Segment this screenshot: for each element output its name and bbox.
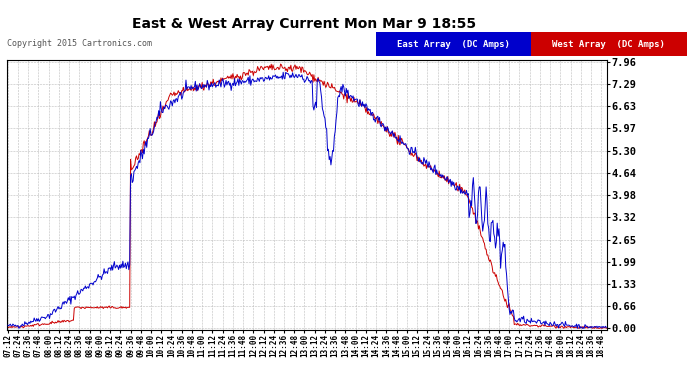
Text: West Array  (DC Amps): West Array (DC Amps): [553, 40, 665, 49]
Text: Copyright 2015 Cartronics.com: Copyright 2015 Cartronics.com: [7, 39, 152, 48]
Text: East & West Array Current Mon Mar 9 18:55: East & West Array Current Mon Mar 9 18:5…: [132, 17, 475, 31]
Text: East Array  (DC Amps): East Array (DC Amps): [397, 40, 510, 49]
